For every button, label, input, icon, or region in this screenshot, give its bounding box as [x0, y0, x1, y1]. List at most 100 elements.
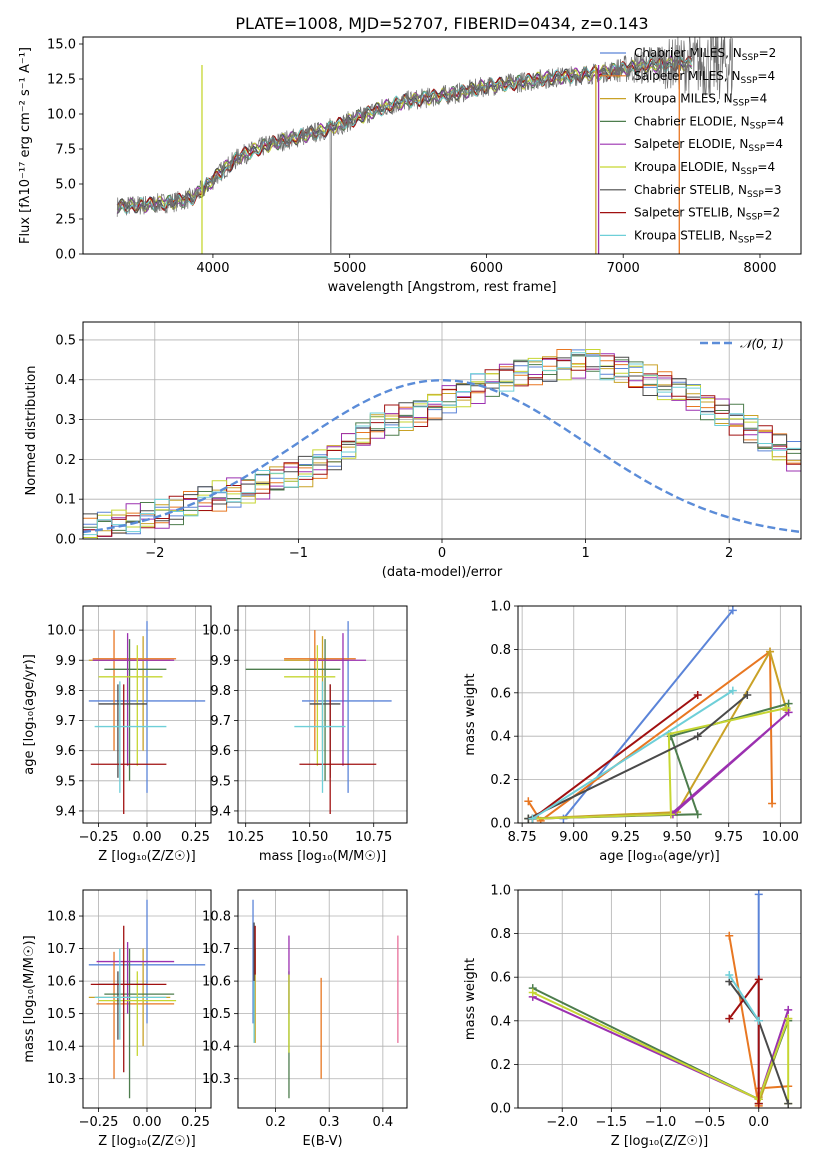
legend-entry-sub: SSP	[742, 53, 759, 63]
x-tick-label: −2	[145, 546, 164, 561]
y-tick-label: 10.5	[202, 1007, 231, 1022]
x-tick-label: 10.25	[227, 830, 264, 845]
y-tick-label: 0.6	[490, 971, 511, 986]
x-tick-label: −0.25	[79, 830, 119, 845]
weight-marker	[754, 1016, 763, 1025]
weight-marker	[528, 988, 537, 997]
weight-marker	[693, 732, 702, 741]
weight-marker	[725, 971, 734, 980]
legend-entry: Kroupa MILES, NSSP=4	[634, 92, 767, 109]
legend-entry-sub: SSP	[748, 144, 765, 154]
y-tick-label: 9.5	[55, 774, 76, 789]
axes-frame	[237, 889, 408, 1109]
y-tick-label: 10.3	[202, 1072, 231, 1087]
x-tick-label: 2	[725, 546, 733, 561]
x-tick-label: 10.50	[291, 830, 328, 845]
y-tick-label: 1.0	[490, 600, 511, 615]
legend-entry: Salpeter STELIB, NSSP=2	[634, 206, 780, 223]
x-tick-label: 0.4	[373, 1115, 394, 1130]
weight-line	[528, 649, 788, 820]
y-axis-label: mass [log₁₀(M/M☉)]	[22, 935, 37, 1062]
y-tick-label: 0.8	[490, 643, 511, 658]
weight-marker	[725, 1014, 734, 1023]
x-tick-label: −1	[289, 546, 308, 561]
x-tick-label: 9.50	[663, 830, 692, 845]
observed-spectrum-line	[116, 37, 733, 253]
x-axis-label: age [log₁₀(age/yr)]	[599, 849, 720, 864]
y-tick-label: 10.0	[47, 108, 76, 123]
metallicity-massweight-panel: −2.0 −1.5 −1.0 −0.5 0.0 0.0 0.2 0.4 0.6 0.8 1.0 Z […	[463, 884, 802, 1149]
y-tick-label: 0.0	[490, 1102, 511, 1117]
plot-area	[245, 621, 392, 814]
x-tick-label: 8000	[743, 261, 776, 276]
x-tick-label: 4000	[196, 261, 229, 276]
x-axis-label: Z [log₁₀(Z/Z☉)]	[611, 1134, 708, 1149]
x-tick-label: 0.00	[133, 830, 162, 845]
y-tick-label: 10.5	[47, 1007, 76, 1022]
y-tick-label: 0.5	[55, 333, 76, 348]
y-tick-label: 0.8	[490, 927, 511, 942]
y-tick-label: 10.0	[47, 624, 76, 639]
plot-area	[528, 890, 793, 1108]
weight-marker	[743, 690, 752, 699]
weight-marker	[754, 975, 763, 984]
x-axis-label: wavelength [Angstrom, rest frame]	[328, 280, 557, 295]
weight-marker	[784, 708, 793, 717]
x-tick-label: −1.5	[596, 1115, 628, 1130]
weight-marker	[728, 686, 737, 695]
legend-entry: Kroupa STELIB, NSSP=2	[634, 228, 772, 245]
legend-entry-label: Salpeter ELODIE, N	[634, 137, 748, 151]
weight-line	[532, 707, 787, 820]
legend-entry-sub: SSP	[741, 76, 758, 86]
weight-marker	[728, 606, 737, 615]
y-tick-label: 9.8	[210, 684, 231, 699]
y-tick-label: 9.9	[210, 654, 231, 669]
weight-marker	[693, 690, 702, 699]
weight-line	[531, 689, 734, 820]
legend-entry-sub: SSP	[741, 167, 758, 177]
y-tick-label: 10.8	[202, 910, 231, 925]
weight-marker	[725, 931, 734, 940]
legend-entry-label: Kroupa MILES, N	[634, 92, 733, 106]
x-tick-label: 9.00	[559, 830, 588, 845]
plot-area	[116, 37, 733, 254]
axes-frame	[82, 36, 802, 255]
y-tick-label: 10.3	[47, 1072, 76, 1087]
y-tick-label: 0.0	[55, 533, 76, 548]
normal-distribution-curve	[83, 378, 801, 534]
y-tick-label: 0.2	[55, 453, 76, 468]
legend-entry: Salpeter MILES, NSSP=4	[634, 69, 775, 86]
y-tick-label: 2.5	[55, 213, 76, 228]
x-tick-label: 9.75	[714, 830, 743, 845]
weight-marker	[524, 797, 533, 806]
legend-entry: Salpeter ELODIE, NSSP=4	[634, 137, 783, 154]
legend-entry-tail: =3	[764, 183, 782, 197]
plot-area	[88, 621, 206, 814]
x-axis-label: E(B-V)	[302, 1134, 342, 1149]
y-axis-label: age [log₁₀(age/yr)]	[22, 654, 37, 775]
legend-entry-tail: =2	[759, 46, 777, 60]
y-tick-label: 0.3	[55, 413, 76, 428]
legend-entry-tail: =2	[755, 228, 773, 242]
x-axis-label: Z [log₁₀(Z/Z☉)]	[98, 849, 195, 864]
legend-entry-label: Kroupa ELODIE, N	[634, 160, 741, 174]
legend-entry-label: Chabrier STELIB, N	[634, 183, 747, 197]
age-massweight-panel: 8.75 9.00 9.25 9.50 9.75 10.00 0.0 0.2 0.4 0.6 0.8…	[463, 600, 802, 864]
x-axis-label: (data-model)/error	[382, 565, 503, 580]
legend-entry: 𝒩(0, 1)	[740, 337, 784, 351]
y-axis-label: Normed distribution	[24, 366, 39, 496]
x-axis-label: mass [log₁₀(M/M☉)]	[259, 849, 386, 864]
y-tick-label: 0.2	[490, 773, 511, 788]
y-tick-label: 0.6	[490, 686, 511, 701]
y-tick-label: 0.4	[55, 373, 76, 388]
legend-entry: Chabrier STELIB, NSSP=3	[634, 183, 782, 200]
weight-marker	[754, 890, 763, 899]
legend-entry-label: Chabrier MILES, N	[634, 46, 742, 60]
x-tick-label: 6000	[470, 261, 503, 276]
spectrum-panel: 4000 5000 6000 7000 8000 0.0 2.5 5.0 7.5 10.0 12.5…	[18, 36, 802, 295]
weight-marker	[666, 810, 675, 819]
legend-entry-tail: =2	[763, 206, 781, 220]
mass-age-panel: 10.25 10.50 10.75 9.4 9.5 9.6 9.7 9.8 9.9 10.0 mas…	[202, 605, 408, 864]
